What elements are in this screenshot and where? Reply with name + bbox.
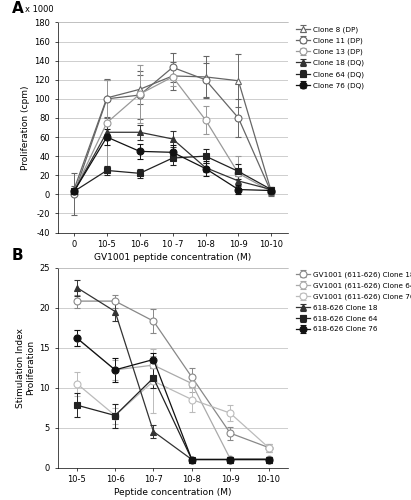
X-axis label: Peptide concentration (M): Peptide concentration (M) [114, 488, 231, 498]
X-axis label: GV1001 peptide concentration (M): GV1001 peptide concentration (M) [94, 254, 251, 262]
Text: B: B [12, 248, 23, 262]
Legend: Clone 8 (DP), Clone 11 (DP), Clone 13 (DP), Clone 18 (DQ), Clone 64 (DQ), Clone : Clone 8 (DP), Clone 11 (DP), Clone 13 (D… [296, 26, 364, 89]
Text: A: A [12, 2, 23, 16]
Legend: GV1001 (611-626) Clone 18, GV1001 (611-626) Clone 64, GV1001 (611-626) Clone 76,: GV1001 (611-626) Clone 18, GV1001 (611-6… [296, 271, 411, 332]
Y-axis label: Stimulation Index
Proliferation: Stimulation Index Proliferation [16, 328, 35, 407]
Y-axis label: Proliferation (cpm): Proliferation (cpm) [21, 85, 30, 170]
Text: x 1000: x 1000 [25, 5, 54, 14]
